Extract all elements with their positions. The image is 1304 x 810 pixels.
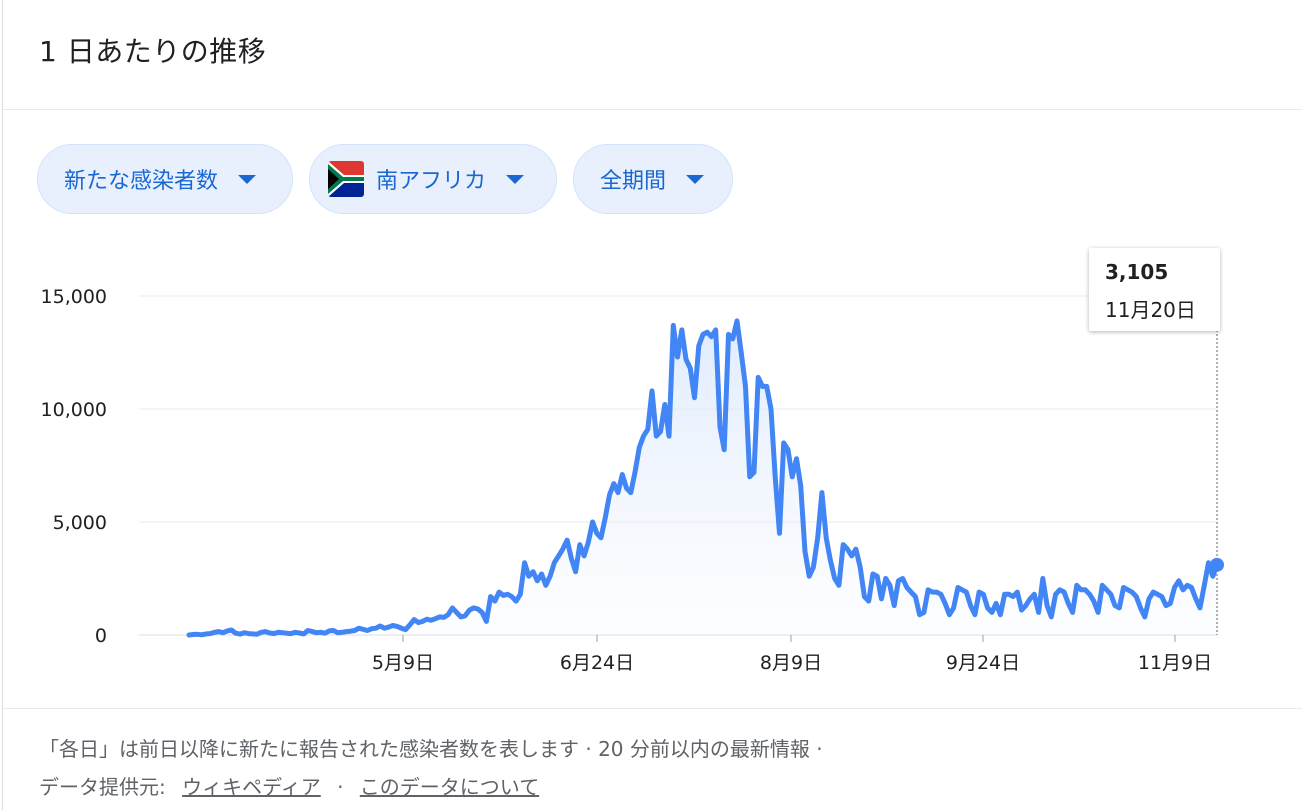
tooltip-value: 3,105 [1105, 260, 1169, 284]
wikipedia-link[interactable]: ウィキペディア [182, 775, 321, 799]
chart-tooltip: 3,105 11月20日 [1089, 248, 1220, 331]
country-dropdown-label: 南アフリカ [376, 169, 487, 194]
header-divider [3, 109, 1302, 110]
source-label: データ提供元: [39, 775, 166, 799]
series-line [186, 318, 1220, 638]
chevron-down-icon [506, 174, 525, 184]
card-title: 1 日あたりの推移 [39, 35, 267, 68]
metric-dropdown[interactable]: 新たな感染者数 [37, 144, 293, 214]
footer-divider [3, 708, 1302, 709]
x-tick-label: 8月9日 [760, 652, 822, 674]
x-tick-label: 6月24日 [560, 652, 634, 674]
x-tick-label: 11月9日 [1138, 652, 1212, 674]
period-dropdown-label: 全期間 [600, 169, 667, 194]
period-dropdown[interactable]: 全期間 [573, 144, 733, 214]
y-tick-label: 5,000 [53, 512, 107, 534]
country-dropdown[interactable]: 南アフリカ [309, 144, 557, 214]
footer: 「各日」は前日以降に新たに報告された感染者数を表します · 20 分前以内の最新… [39, 730, 823, 806]
y-tick-label: 0 [95, 625, 107, 647]
tooltip-date: 11月20日 [1105, 298, 1196, 322]
footer-note: 「各日」は前日以降に新たに報告された感染者数を表します · 20 分前以内の最新… [39, 737, 823, 761]
footer-source-line: データ提供元: ウィキペディア · このデータについて [39, 768, 823, 806]
x-tick-label: 9月24日 [946, 652, 1020, 674]
y-tick-label: 10,000 [41, 399, 107, 421]
chevron-down-icon [238, 174, 257, 184]
area-fill [189, 320, 1217, 635]
footer-separator: · [337, 775, 344, 799]
about-data-link[interactable]: このデータについて [359, 775, 540, 799]
chevron-down-icon [686, 174, 705, 184]
south-africa-flag-icon [328, 161, 364, 197]
hover-point [1210, 557, 1224, 572]
x-tick-label: 5月9日 [372, 652, 434, 674]
cases-line-chart[interactable]: 15,000 10,000 5,000 0 5月9日 6月24日 8月9日 9月24日 11月9… [3, 230, 1301, 690]
y-tick-label: 15,000 [41, 286, 107, 308]
metric-dropdown-label: 新たな感染者数 [64, 169, 219, 194]
